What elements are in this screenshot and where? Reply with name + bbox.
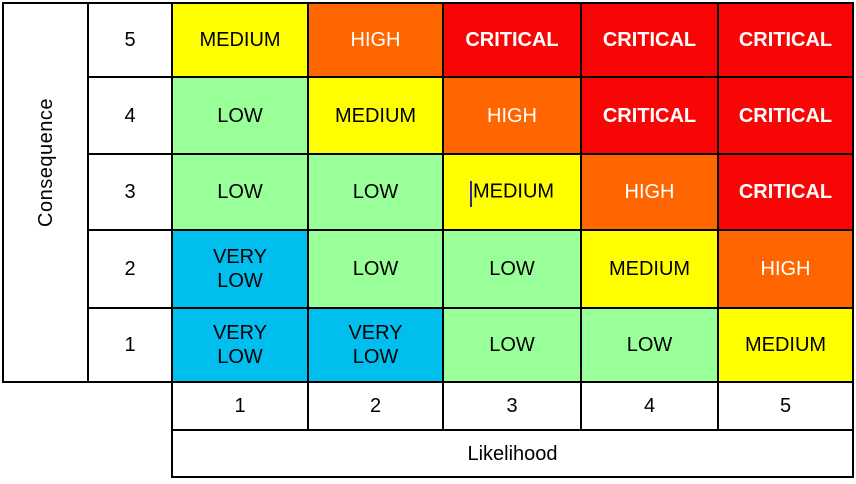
x-tick-2: 2 — [307, 381, 444, 431]
risk-cell[interactable]: LOW — [307, 229, 444, 309]
risk-cell[interactable]: LOW — [171, 76, 309, 155]
risk-cell[interactable]: CRITICAL — [717, 2, 854, 78]
risk-cell[interactable]: HIGH — [442, 76, 582, 155]
risk-cell[interactable]: VERY LOW — [171, 307, 309, 383]
y-tick-5: 5 — [87, 2, 173, 78]
risk-cell[interactable]: MEDIUM — [307, 76, 444, 155]
risk-cell[interactable]: VERY LOW — [171, 229, 309, 309]
y-tick-3: 3 — [87, 153, 173, 231]
risk-cell[interactable]: CRITICAL — [717, 76, 854, 155]
risk-cell[interactable]: CRITICAL — [442, 2, 582, 78]
x-tick-1: 1 — [171, 381, 309, 431]
risk-cell[interactable]: LOW — [442, 229, 582, 309]
risk-matrix-table: Consequence 5 MEDIUM HIGH CRITICAL CRITI… — [2, 2, 854, 478]
risk-cell[interactable]: MEDIUM — [171, 2, 309, 78]
x-tick-3: 3 — [442, 381, 582, 431]
x-tick-4: 4 — [580, 381, 719, 431]
y-axis-label: Consequence — [34, 97, 57, 227]
bottom-left-spacer — [3, 382, 172, 430]
risk-cell[interactable]: HIGH — [717, 229, 854, 309]
risk-cell[interactable]: LOW — [580, 307, 719, 383]
y-axis-label-cell: Consequence — [2, 2, 89, 383]
risk-cell[interactable]: LOW — [442, 307, 582, 383]
risk-cell[interactable]: CRITICAL — [717, 153, 854, 231]
y-tick-2: 2 — [87, 229, 173, 309]
risk-cell[interactable]: CRITICAL — [580, 76, 719, 155]
risk-cell-active[interactable]: MEDIUM — [442, 153, 582, 231]
risk-cell[interactable]: HIGH — [307, 2, 444, 78]
risk-cell[interactable]: MEDIUM — [580, 229, 719, 309]
risk-cell[interactable]: LOW — [307, 153, 444, 231]
risk-cell[interactable]: CRITICAL — [580, 2, 719, 78]
risk-cell[interactable]: LOW — [171, 153, 309, 231]
y-tick-1: 1 — [87, 307, 173, 383]
risk-cell[interactable]: HIGH — [580, 153, 719, 231]
x-tick-5: 5 — [717, 381, 854, 431]
text-caret — [469, 181, 472, 207]
y-tick-4: 4 — [87, 76, 173, 155]
risk-cell-label: MEDIUM — [472, 180, 555, 203]
bottom-left-spacer — [3, 430, 172, 477]
x-axis-label: Likelihood — [171, 429, 854, 478]
risk-cell[interactable]: VERY LOW — [307, 307, 444, 383]
risk-cell[interactable]: MEDIUM — [717, 307, 854, 383]
